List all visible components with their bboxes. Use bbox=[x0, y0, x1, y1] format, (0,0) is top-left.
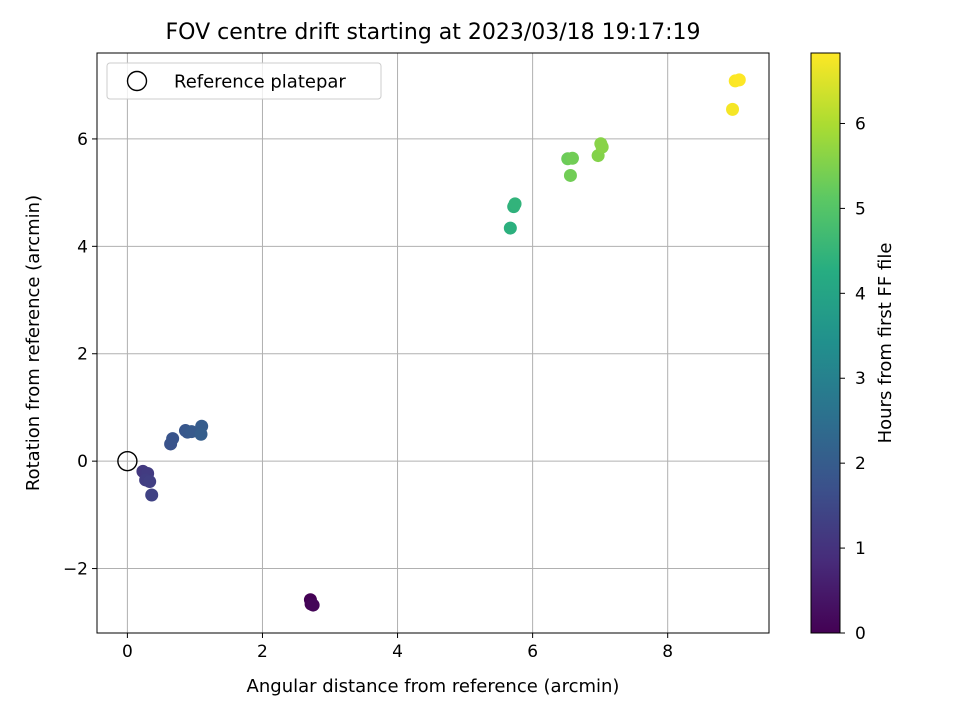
colorbar-gradient bbox=[810, 52, 841, 634]
data-point bbox=[595, 140, 609, 154]
colorbar-ticks: 0 1 2 3 4 5 6 bbox=[840, 114, 866, 644]
colorbar-tick-label: 2 bbox=[855, 454, 866, 474]
reference-layer bbox=[117, 450, 138, 472]
colorbar-tick-label: 0 bbox=[855, 624, 866, 644]
colorbar-tick-label: 1 bbox=[855, 539, 866, 559]
grid-layer bbox=[97, 53, 769, 633]
colorbar-tick-label: 5 bbox=[855, 199, 866, 219]
x-tick-label: 0 bbox=[122, 642, 133, 662]
data-point bbox=[194, 427, 208, 441]
colorbar-tick-label: 6 bbox=[855, 114, 866, 134]
colorbar: 0 1 2 3 4 5 6 Hours from first FF file bbox=[810, 52, 896, 644]
legend-box bbox=[106, 62, 382, 100]
plot-frame bbox=[96, 52, 770, 634]
points-layer bbox=[136, 73, 746, 612]
data-point bbox=[166, 432, 180, 446]
legend-marker-icon bbox=[126, 70, 148, 92]
data-point bbox=[732, 73, 746, 87]
y-tick-label: 2 bbox=[77, 345, 88, 365]
y-axis-label: Rotation from reference (arcmin) bbox=[23, 195, 44, 491]
x-tick-label: 8 bbox=[662, 642, 673, 662]
data-point bbox=[565, 151, 579, 165]
data-point bbox=[503, 221, 517, 235]
reference-marker bbox=[117, 450, 138, 472]
x-tick-label: 4 bbox=[392, 642, 403, 662]
y-tick-label: 6 bbox=[77, 130, 88, 150]
y-tick-label: 4 bbox=[77, 237, 88, 257]
tick-layer: 0 2 4 6 8 −2 0 2 4 6 bbox=[63, 130, 673, 662]
data-point bbox=[726, 102, 740, 116]
y-tick-label: 0 bbox=[77, 452, 88, 472]
x-axis-label: Angular distance from reference (arcmin) bbox=[247, 676, 620, 697]
data-point bbox=[563, 168, 577, 182]
data-point bbox=[143, 475, 157, 489]
chart-title: FOV centre drift starting at 2023/03/18 … bbox=[166, 20, 701, 45]
colorbar-tick-label: 3 bbox=[855, 369, 866, 389]
x-tick-label: 6 bbox=[527, 642, 538, 662]
colorbar-tick-label: 4 bbox=[855, 284, 866, 304]
colorbar-label: Hours from first FF file bbox=[875, 243, 896, 444]
legend: Reference platepar bbox=[106, 62, 382, 100]
y-tick-label: −2 bbox=[63, 560, 88, 580]
data-point bbox=[508, 197, 522, 211]
data-point bbox=[145, 488, 159, 502]
x-tick-label: 2 bbox=[257, 642, 268, 662]
data-point bbox=[306, 598, 320, 612]
legend-entry-label: Reference platepar bbox=[174, 72, 346, 93]
plot-area bbox=[97, 53, 769, 633]
